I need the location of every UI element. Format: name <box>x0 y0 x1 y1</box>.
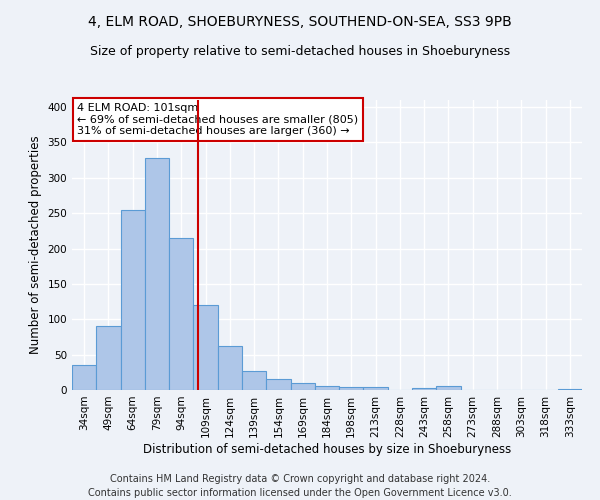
Bar <box>315 386 339 390</box>
Text: Contains HM Land Registry data © Crown copyright and database right 2024.
Contai: Contains HM Land Registry data © Crown c… <box>88 474 512 498</box>
Bar <box>412 388 436 390</box>
Bar <box>96 326 121 390</box>
Bar <box>145 158 169 390</box>
Bar <box>436 386 461 390</box>
Bar <box>558 388 582 390</box>
Y-axis label: Number of semi-detached properties: Number of semi-detached properties <box>29 136 42 354</box>
Bar <box>72 365 96 390</box>
Text: 4, ELM ROAD, SHOEBURYNESS, SOUTHEND-ON-SEA, SS3 9PB: 4, ELM ROAD, SHOEBURYNESS, SOUTHEND-ON-S… <box>88 15 512 29</box>
Bar <box>290 383 315 390</box>
Text: Size of property relative to semi-detached houses in Shoeburyness: Size of property relative to semi-detach… <box>90 45 510 58</box>
Bar <box>266 380 290 390</box>
Bar <box>339 387 364 390</box>
Bar <box>169 238 193 390</box>
Bar <box>364 387 388 390</box>
Bar <box>193 305 218 390</box>
Text: 4 ELM ROAD: 101sqm
← 69% of semi-detached houses are smaller (805)
31% of semi-d: 4 ELM ROAD: 101sqm ← 69% of semi-detache… <box>77 103 358 136</box>
Bar <box>121 210 145 390</box>
Bar <box>242 371 266 390</box>
X-axis label: Distribution of semi-detached houses by size in Shoeburyness: Distribution of semi-detached houses by … <box>143 442 511 456</box>
Bar <box>218 346 242 390</box>
